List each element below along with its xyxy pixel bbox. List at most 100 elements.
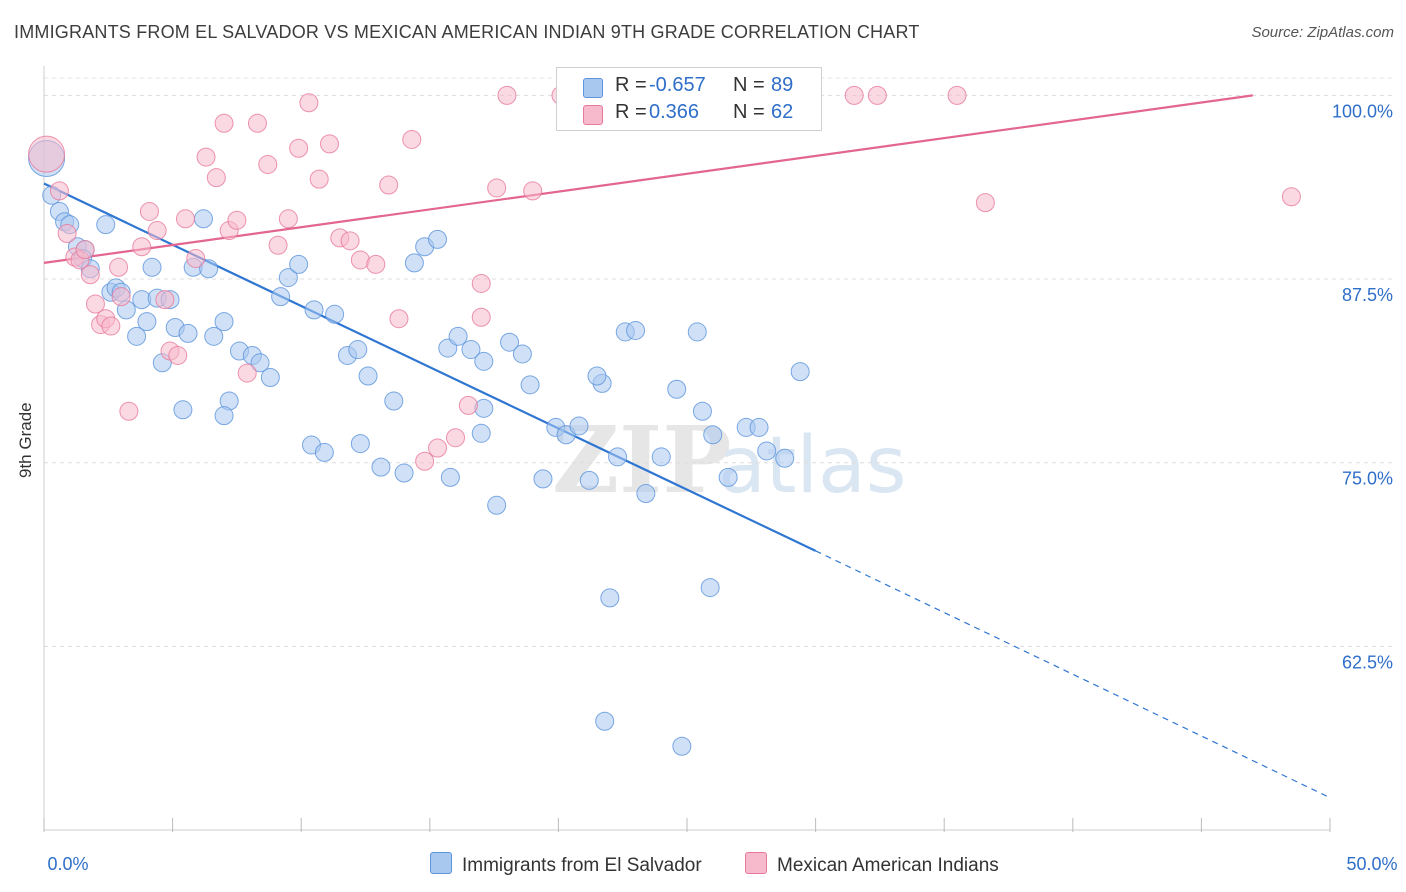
x-tick-label: 50.0%: [1346, 854, 1397, 874]
data-point: [371, 457, 391, 477]
data-point: [474, 351, 494, 371]
series-el-salvador: [28, 140, 810, 756]
data-point: [237, 363, 257, 383]
data-point: [703, 425, 723, 445]
data-point: [214, 113, 234, 133]
data-point: [587, 366, 607, 386]
legend-n-label: N =: [733, 74, 765, 96]
data-point: [80, 265, 100, 285]
data-point: [600, 588, 620, 608]
legend-n-value: 89: [771, 74, 794, 96]
data-point: [687, 322, 707, 342]
data-point: [278, 268, 298, 288]
data-point: [137, 312, 157, 332]
legend-n-label: N =: [733, 101, 765, 123]
data-point: [718, 467, 738, 487]
y-tick-label: 62.5%: [1342, 652, 1393, 672]
data-point: [379, 175, 399, 195]
data-point: [139, 201, 159, 221]
data-point: [204, 326, 224, 346]
data-point: [471, 307, 491, 327]
legend-swatch-pink: [583, 105, 603, 125]
y-tick-label: 100.0%: [1332, 101, 1393, 121]
data-point: [500, 332, 520, 352]
tick-labels: 62.5% 75.0% 87.5% 100.0% 0.0% 50.0%: [47, 101, 1397, 874]
y-tick-label: 75.0%: [1342, 469, 1393, 489]
y-tick-label: 87.5%: [1342, 285, 1393, 305]
bottom-legend-swatch-blue: [430, 852, 452, 874]
legend-n-value: 62: [771, 101, 794, 123]
data-point: [132, 237, 152, 257]
legend-row-mexican-american-indians: R = 0.366 N = 62: [557, 101, 821, 127]
data-point: [258, 154, 278, 174]
data-point: [111, 287, 131, 307]
data-point: [471, 273, 491, 293]
data-point: [278, 209, 298, 229]
data-point: [474, 398, 494, 418]
data-point: [260, 367, 280, 387]
data-point: [314, 442, 334, 462]
data-point: [319, 134, 339, 154]
data-point: [487, 495, 507, 515]
trend-line-mexican-american-indians: [43, 94, 1253, 264]
data-point: [49, 181, 69, 201]
data-point: [214, 312, 234, 332]
data-point: [75, 240, 95, 260]
data-point: [366, 254, 386, 274]
data-point: [147, 221, 167, 241]
data-point: [448, 326, 468, 346]
data-point: [579, 470, 599, 490]
correlation-legend: R = -0.657 N = 89 R = 0.366 N = 62: [556, 67, 822, 131]
data-point: [700, 578, 720, 598]
data-point: [692, 401, 712, 421]
chart-source: Source: ZipAtlas.com: [1251, 24, 1394, 41]
data-point: [119, 401, 139, 421]
data-point: [101, 316, 121, 336]
data-point: [440, 467, 460, 487]
legend-r-value: 0.366: [649, 101, 700, 123]
data-point: [289, 254, 309, 274]
data-point: [173, 400, 193, 420]
data-point: [199, 259, 219, 279]
data-point: [975, 193, 995, 213]
data-point: [428, 229, 448, 249]
data-point: [348, 340, 368, 360]
data-point: [142, 257, 162, 277]
data-point: [790, 362, 810, 382]
legend-row-el-salvador: R = -0.657 N = 89: [557, 74, 821, 100]
data-point: [227, 210, 247, 230]
data-point: [458, 395, 478, 415]
data-point: [358, 366, 378, 386]
bottom-legend-el-salvador: Immigrants from El Salvador: [430, 852, 702, 877]
data-point: [520, 375, 540, 395]
data-point: [404, 253, 424, 273]
data-point: [127, 326, 147, 346]
data-point: [402, 129, 422, 149]
data-point: [206, 168, 226, 188]
trend-line-el-salvador-projection: [815, 550, 1331, 799]
data-point: [214, 406, 234, 426]
data-point: [394, 463, 414, 483]
trend-lines: [43, 94, 1331, 799]
data-point: [175, 209, 195, 229]
data-point: [57, 223, 77, 243]
bottom-legend-label: Mexican American Indians: [777, 855, 999, 876]
legend-r-label: R =: [615, 101, 647, 123]
data-point: [595, 711, 615, 731]
data-point: [512, 344, 532, 364]
legend-swatch-blue: [583, 78, 603, 98]
legend-r-label: R =: [615, 74, 647, 96]
data-point: [271, 287, 291, 307]
data-point: [389, 309, 409, 329]
data-point: [109, 257, 129, 277]
data-point: [667, 379, 687, 399]
data-point: [268, 235, 288, 255]
data-point: [446, 428, 466, 448]
y-axis-title: 9th Grade: [16, 402, 35, 478]
x-tick-label: 0.0%: [47, 854, 88, 874]
data-point: [28, 135, 66, 173]
data-point: [309, 169, 329, 189]
data-point: [415, 451, 435, 471]
data-point: [250, 353, 270, 373]
data-point: [193, 209, 213, 229]
